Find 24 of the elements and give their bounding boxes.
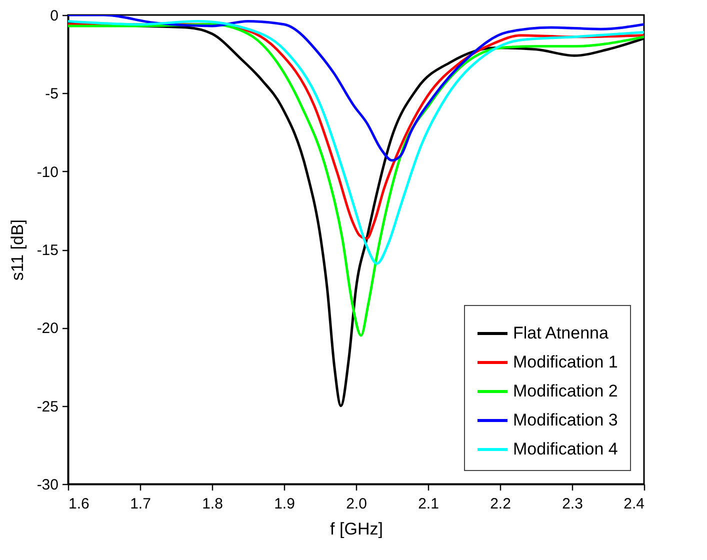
line-series bbox=[68, 15, 644, 162]
y-tick-label: 0 bbox=[50, 8, 58, 24]
x-tick-label: 2.2 bbox=[490, 496, 511, 512]
x-tick-label: 2.1 bbox=[418, 496, 439, 512]
x-tick-label: 1.8 bbox=[202, 496, 223, 512]
legend-label: Flat Atnenna bbox=[513, 324, 610, 342]
y-tick-label: -15 bbox=[36, 242, 58, 259]
legend-label: Modification 2 bbox=[513, 382, 618, 400]
x-tick-label: 1.7 bbox=[130, 496, 151, 512]
x-axis-title: f [GHz] bbox=[330, 520, 383, 538]
x-tick-label: 2.0 bbox=[346, 496, 367, 512]
y-axis-title: s11 [dB] bbox=[8, 219, 27, 281]
x-tick-label: 1.9 bbox=[274, 496, 295, 512]
legend-label: Modification 1 bbox=[513, 352, 618, 372]
legend-label: Modification 3 bbox=[513, 410, 618, 430]
y-tick-label: -30 bbox=[36, 476, 58, 494]
y-tick-label: -10 bbox=[36, 164, 58, 181]
y-tick-label: -20 bbox=[36, 320, 58, 338]
x-tick-label: 1.6 bbox=[68, 496, 90, 512]
y-tick-label: -25 bbox=[36, 398, 58, 416]
y-tick-label: -5 bbox=[45, 86, 58, 103]
x-tick-label: 2.4 bbox=[624, 496, 644, 512]
x-tick-label: 2.3 bbox=[562, 496, 583, 512]
legend-label: Modification 4 bbox=[513, 440, 618, 458]
